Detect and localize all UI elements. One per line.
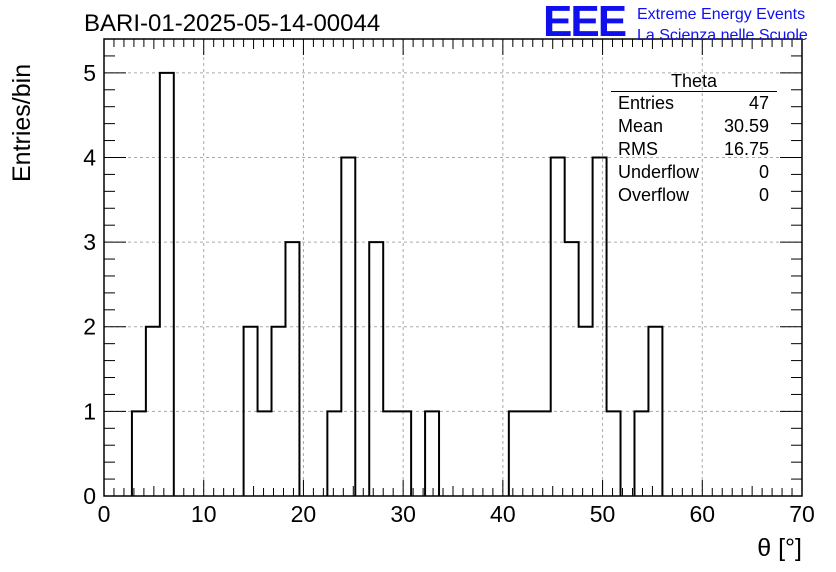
y-tick-label: 0 [83,483,96,509]
histogram-bin [258,411,272,496]
stats-row: RMS 16.75 [611,138,777,161]
stats-value: 0 [758,162,769,182]
histogram-bin [565,242,579,496]
histogram-bin [383,411,411,496]
histogram-bin [634,411,648,496]
grid-lines [104,39,802,496]
x-tick-label: 10 [191,501,217,527]
stats-box: Theta Entries 47 Mean 30.59 RMS 16.75 Under… [611,71,777,207]
logo-caption: Extreme Energy Events La Scienza nelle S… [637,4,808,46]
stats-label: RMS [618,139,658,159]
stats-row: Entries 47 [611,92,777,115]
x-tick-label: 50 [590,501,616,527]
x-tick-label: 40 [490,501,516,527]
histogram-bin [509,411,551,496]
y-tick-label: 2 [83,314,96,340]
x-tick-label: 30 [390,501,416,527]
logo-caption-line1: Extreme Energy Events [637,6,806,23]
y-tick-label: 1 [83,398,96,424]
histogram-bin [607,411,621,496]
chart-title: BARI-01-2025-05-14-00044 [84,10,381,37]
plot-frame [103,38,803,497]
histogram-bin [327,411,341,496]
stats-label: Overflow [618,185,690,205]
histogram-bin [341,157,355,496]
x-tick-label: 60 [689,501,715,527]
x-axis-label: θ [°] [757,534,802,562]
stats-value: 16.75 [723,139,769,159]
histogram-bin [160,73,174,496]
stats-label: Underflow [618,162,700,182]
stats-label: Mean [618,116,664,136]
stats-row: Underflow 0 [611,161,777,184]
y-tick-label: 5 [83,60,96,86]
stats-row: Overflow 0 [611,184,777,207]
stats-title: Theta [611,71,777,92]
x-tick-label: 20 [291,501,317,527]
stats-value: 47 [748,93,769,113]
y-axis-label: Entries/bin [8,63,36,182]
x-tick-label: 0 [98,501,111,527]
y-tick-label: 3 [83,229,96,255]
y-tick-label: 4 [83,144,96,170]
histogram-outline [130,71,664,496]
stats-value: 30.59 [723,116,769,136]
axis-ticks [103,38,803,497]
histogram-bin [285,242,299,496]
logo-caption-line2: La Scienza nelle Scuole [637,27,808,44]
histogram-bin [369,242,383,496]
stats-label: Entries [618,93,675,113]
histogram-bin [132,411,146,496]
eee-logo: EEE [543,0,627,46]
stats-row: Mean 30.59 [611,115,777,138]
histogram-bin [425,411,439,496]
stats-value: 0 [758,185,769,205]
tick-labels: 0 10 20 30 40 50 60 70 0 1 2 3 4 5 [83,60,815,527]
x-tick-label: 70 [789,501,815,527]
